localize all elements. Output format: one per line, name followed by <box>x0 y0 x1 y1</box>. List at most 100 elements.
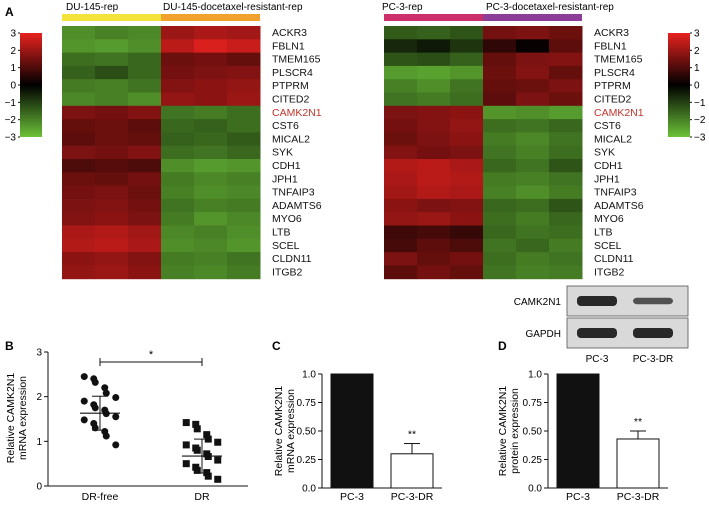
gene-label: CLDN11 <box>272 253 312 265</box>
y-tick-label: 3 <box>36 348 42 359</box>
heatmap-cell <box>450 185 484 200</box>
heatmap-cell <box>161 159 195 173</box>
heatmap-cell <box>95 145 129 160</box>
heatmap-cell <box>95 79 129 93</box>
heatmap-cell <box>450 26 484 40</box>
panel-b-scatter: 0 1 2 3 Relative CAMK2N1mRNA expression DR-fr… <box>5 348 248 503</box>
heatmap-cell <box>128 185 162 200</box>
heatmap-cell <box>62 26 96 40</box>
colorbar-tick-label: −2 <box>694 115 706 126</box>
heatmap-cell <box>161 52 195 67</box>
gene-label: CAMK2N1 <box>594 107 644 119</box>
heatmap-cell <box>516 39 550 54</box>
heatmap-cell <box>227 79 261 93</box>
heatmap-cell <box>227 159 261 173</box>
heatmap-cell <box>95 238 129 253</box>
colorbar-tick-label: 0 <box>694 81 700 92</box>
heatmap-cell <box>417 26 451 40</box>
heatmap-cell <box>516 198 550 213</box>
data-point <box>214 456 222 464</box>
heatmap-cell <box>128 265 162 280</box>
heatmap-cell <box>227 225 261 240</box>
heatmap-cell <box>417 145 451 160</box>
gene-label: PLSCR4 <box>594 67 635 79</box>
heatmap-cell <box>95 185 129 200</box>
gene-label: ITGB2 <box>594 266 625 278</box>
y-axis-label: Relative CAMK2N1mRNA expression <box>273 386 297 477</box>
heatmap-cell <box>194 105 228 120</box>
heatmap-cell <box>384 65 418 80</box>
heatmap-cell <box>62 185 96 200</box>
heatmap-cell <box>483 265 517 280</box>
heatmap-cell <box>384 225 418 240</box>
blot-row-label: CAMK2N1 <box>514 297 562 308</box>
y-axis-label: Relative CAMK2N1protein expression <box>497 386 521 477</box>
heatmap-cell <box>95 172 129 187</box>
heatmap-cell <box>516 252 550 266</box>
heatmap-cell <box>483 92 517 107</box>
significance-mark: ** <box>408 429 416 441</box>
heatmap-cell <box>161 119 195 133</box>
heatmap-cell <box>194 172 228 187</box>
panel-label-a: A <box>5 5 14 19</box>
group-color-bar <box>483 14 582 21</box>
heatmap-cell <box>417 198 451 213</box>
heatmap-cell <box>450 212 484 226</box>
heatmap-cell <box>128 198 162 213</box>
colorbar-tick-label: 1 <box>10 63 16 74</box>
y-tick-label: 2 <box>36 392 42 403</box>
y-tick-label: 0 <box>36 482 42 493</box>
data-point <box>101 384 109 392</box>
gene-label: CITED2 <box>272 93 310 105</box>
heatmap-cell <box>227 92 261 107</box>
heatmap-cell <box>450 92 484 107</box>
heatmap-cell <box>549 198 583 213</box>
blot-band <box>633 297 673 305</box>
data-point <box>80 397 88 405</box>
heatmap-cell <box>483 198 517 213</box>
heatmap-cell <box>194 252 228 266</box>
heatmap-cell <box>384 39 418 54</box>
x-tick-label: DR-free <box>82 491 119 503</box>
colorbar-gradient <box>668 33 690 137</box>
blot-band <box>577 328 617 338</box>
heatmap-cell <box>62 172 96 187</box>
heatmap-cell <box>62 39 96 54</box>
heatmap-cell <box>161 172 195 187</box>
heatmap-cell <box>62 92 96 107</box>
heatmap-cell <box>227 185 261 200</box>
heatmap-cell <box>516 132 550 147</box>
data-point <box>214 438 222 446</box>
heatmap-cell <box>417 212 451 226</box>
data-point <box>193 466 201 474</box>
heatmap-cell <box>384 52 418 67</box>
heatmap-cell <box>384 159 418 173</box>
heatmap-cell <box>62 119 96 133</box>
heatmap-cell <box>194 119 228 133</box>
heatmap-cell <box>128 212 162 226</box>
gene-label: SCEL <box>272 240 300 252</box>
heatmap-cell <box>549 26 583 40</box>
heatmap-cell <box>384 238 418 253</box>
heatmap-cell <box>384 119 418 133</box>
heatmap-cell <box>516 119 550 133</box>
gene-label: ACKR3 <box>272 27 307 39</box>
heatmap-cell <box>227 252 261 266</box>
bar <box>390 453 434 489</box>
heatmap-cell <box>62 145 96 160</box>
heatmap-cell <box>417 238 451 253</box>
y-tick-label: 1 <box>36 437 42 448</box>
heatmap-cell <box>161 265 195 280</box>
heatmap-cell <box>161 145 195 160</box>
colorbar-tick-label: 3 <box>10 29 16 40</box>
heatmap-cell <box>549 265 583 280</box>
gene-label: MYO6 <box>272 213 302 225</box>
heatmap-cell <box>549 92 583 107</box>
heatmap-cell <box>62 265 96 280</box>
heatmap-cell <box>417 185 451 200</box>
heatmap-cell <box>95 65 129 80</box>
panel-label-d: D <box>498 339 507 353</box>
y-tick-label: 0.75 <box>297 398 317 409</box>
heatmap-cell <box>95 132 129 147</box>
heatmap-cell <box>62 212 96 226</box>
